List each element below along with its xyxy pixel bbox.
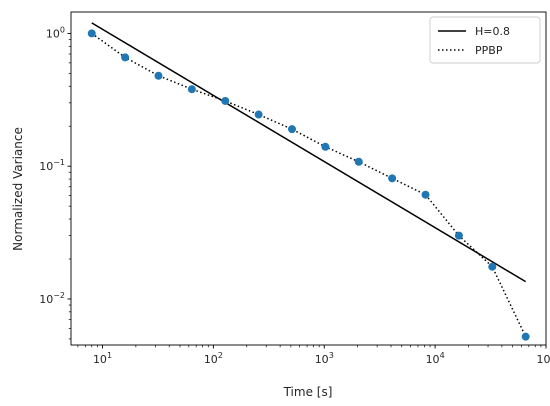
plot-frame (70, 11, 547, 346)
data-point-ppbp (421, 190, 430, 199)
x-tick-label: 101 (93, 351, 112, 366)
y-axis-label: Normalized Variance (11, 127, 25, 251)
x-tick-label: 105 (536, 351, 550, 366)
data-point-ppbp (354, 157, 363, 166)
x-axis-label: Time [s] (283, 385, 333, 399)
data-point-ppbp (488, 262, 497, 271)
x-tick-label: 104 (426, 351, 445, 366)
y-tick-label: 100 (46, 25, 65, 40)
series-layer (87, 22, 530, 341)
data-point-ppbp (454, 231, 463, 240)
legend: H=0.8 PPBP (429, 16, 541, 64)
plot-area (71, 12, 546, 345)
x-tick-label: 102 (204, 351, 223, 366)
data-point-ppbp (87, 29, 96, 38)
legend-box (429, 16, 541, 64)
data-point-ppbp (154, 71, 163, 80)
y-tick-label: 10−2 (39, 291, 65, 306)
data-point-ppbp (288, 125, 297, 134)
y-tick-label: 10−1 (39, 158, 65, 173)
series-line-ppbp (91, 32, 527, 337)
data-point-ppbp (121, 53, 130, 62)
x-tick-label: 103 (315, 351, 334, 366)
data-point-ppbp (388, 174, 397, 183)
major-ticks: 101 102 103 104 105 10−2 10−1 100 (39, 25, 550, 366)
series-line-h08 (91, 22, 527, 283)
data-point-ppbp (187, 85, 196, 94)
legend-label-h08: H=0.8 (475, 25, 510, 38)
data-point-ppbp (254, 110, 263, 119)
data-point-ppbp (321, 142, 330, 151)
legend-label-ppbp: PPBP (475, 44, 503, 57)
data-point-ppbp (521, 332, 530, 341)
data-point-ppbp (221, 96, 230, 105)
